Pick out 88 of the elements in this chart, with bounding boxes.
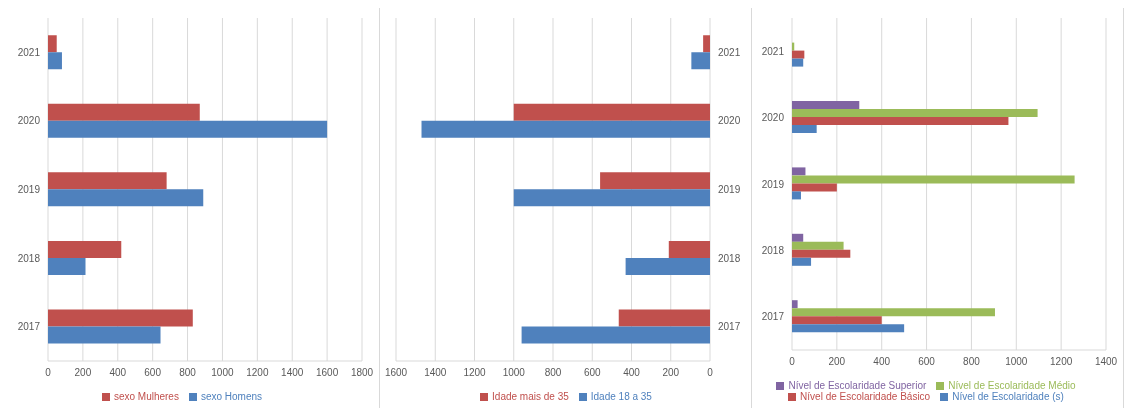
bar	[521, 326, 710, 344]
bar	[48, 35, 57, 53]
bar	[792, 300, 798, 309]
y-tick-label: 2017	[761, 311, 785, 323]
legend-label: sexo Homens	[200, 391, 263, 402]
legend-label: Idade 18 a 35	[590, 391, 652, 402]
x-tick-label: 1400	[281, 367, 304, 379]
legend-label: Idade mais de 35	[492, 391, 569, 402]
bar	[513, 189, 710, 207]
x-tick-label: 1400	[424, 367, 447, 379]
y-tick-label: 2021	[17, 46, 41, 58]
x-tick-label: 1200	[246, 367, 269, 379]
bar	[48, 309, 193, 327]
y-tick-label: 2021	[761, 45, 785, 57]
bar	[48, 52, 62, 70]
bar	[792, 191, 801, 200]
legend-label: Nível de Escolaridade (s)	[952, 391, 1064, 402]
y-tick-label: 2018	[718, 252, 741, 264]
x-tick-label: 0	[45, 367, 52, 379]
x-tick-label: 1200	[463, 367, 487, 379]
y-tick-label: 2021	[718, 46, 741, 58]
bar	[625, 257, 710, 275]
x-tick-label: 600	[144, 367, 162, 379]
bar	[668, 240, 710, 258]
bar	[792, 167, 806, 176]
x-tick-label: 200	[828, 356, 846, 368]
y-tick-label: 2017	[718, 321, 741, 333]
bar	[792, 257, 812, 266]
x-tick-label: 400	[109, 367, 127, 379]
x-tick-label: 1000	[502, 367, 526, 379]
x-tick-label: 400	[623, 367, 641, 379]
x-tick-label: 800	[963, 356, 981, 368]
legend-label: sexo Mulheres	[113, 391, 179, 402]
y-tick-label: 2020	[17, 115, 41, 127]
y-tick-label: 2018	[17, 252, 41, 264]
x-tick-label: 0	[789, 356, 796, 368]
y-tick-label: 2019	[761, 178, 785, 190]
x-tick-label: 200	[662, 367, 680, 379]
legend-label: Nível de Escolaridade Superior	[788, 380, 927, 391]
x-tick-label: 400	[873, 356, 891, 368]
bar	[792, 316, 882, 325]
legend-label: Nível de Escolaridade Básico	[800, 391, 931, 402]
bar	[48, 103, 200, 121]
x-tick-label: 200	[74, 367, 92, 379]
y-tick-label: 2019	[718, 184, 741, 196]
legend-label: Nível de Escolaridade Médio	[948, 380, 1076, 391]
x-tick-label: 1400	[1094, 356, 1118, 368]
bar	[48, 189, 204, 207]
bar	[48, 240, 122, 258]
bar	[513, 103, 710, 121]
y-tick-label: 2018	[761, 244, 785, 256]
x-tick-label: 0	[707, 367, 714, 379]
x-tick-label: 600	[918, 356, 936, 368]
bar	[703, 35, 710, 53]
y-tick-label: 2020	[718, 115, 741, 127]
bar	[792, 109, 1038, 117]
bar	[48, 326, 161, 344]
x-tick-label: 800	[544, 367, 562, 379]
x-tick-label: 1000	[1005, 356, 1028, 368]
bar	[792, 183, 837, 192]
bar	[48, 172, 167, 190]
bar	[618, 309, 710, 327]
bar	[792, 117, 1009, 125]
y-tick-label: 2019	[17, 184, 41, 196]
bar	[691, 52, 710, 70]
bar	[792, 58, 804, 67]
bar	[600, 172, 710, 190]
bar	[792, 50, 805, 59]
x-tick-label: 1600	[315, 367, 339, 379]
bar	[48, 120, 328, 138]
x-tick-label: 600	[583, 367, 602, 379]
x-tick-label: 800	[179, 367, 197, 379]
bar	[421, 120, 710, 138]
y-tick-label: 2017	[17, 321, 41, 333]
bar	[792, 308, 995, 317]
y-tick-label: 2020	[761, 112, 785, 124]
bar	[792, 125, 817, 133]
bar	[792, 241, 844, 250]
bar	[792, 249, 851, 258]
x-tick-label: 1200	[1050, 356, 1073, 368]
bar	[792, 233, 804, 242]
bar	[792, 101, 860, 109]
bar	[792, 175, 1075, 184]
x-tick-label: 1000	[211, 367, 234, 379]
x-tick-label: 1800	[350, 367, 374, 379]
bar	[48, 257, 86, 275]
x-tick-label: 1600	[384, 367, 408, 379]
bar	[792, 324, 905, 333]
